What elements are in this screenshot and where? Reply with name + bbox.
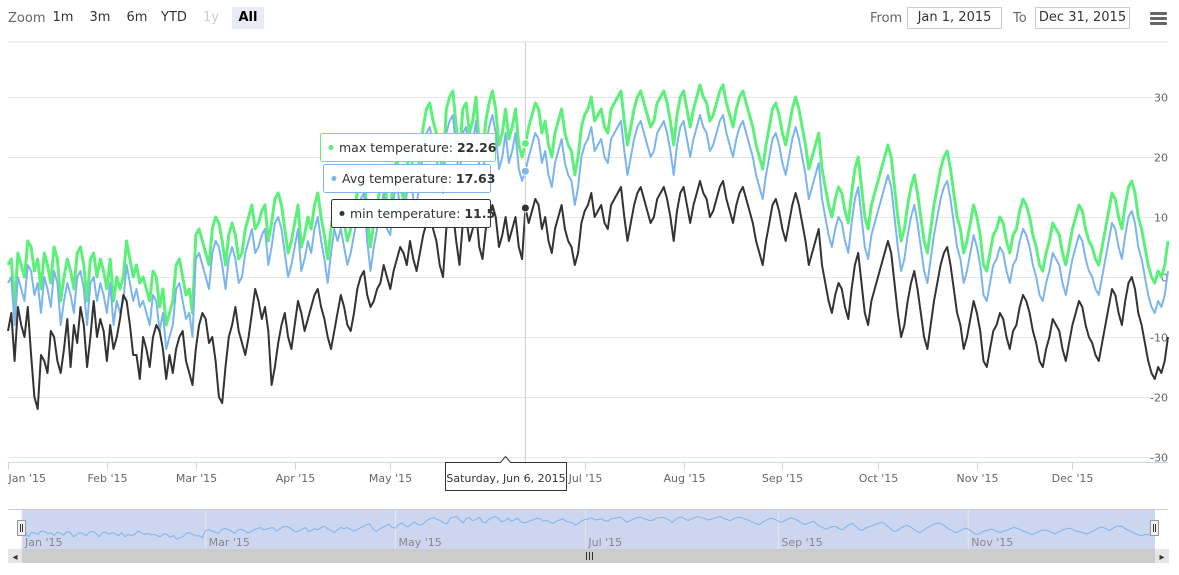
navigator-label: Sep '15 [781, 536, 822, 549]
navigator-handle-left[interactable] [17, 520, 26, 536]
zoom-1y-button[interactable]: 1y [203, 10, 219, 25]
to-label: To [1013, 11, 1027, 26]
y-tick-label: 20 [1154, 152, 1168, 165]
scrollbar-left-arrow-icon: ◂ [12, 552, 17, 563]
svg-text:min temperature: 11.5: min temperature: 11.5 [350, 206, 495, 221]
y-tick-label: -20 [1150, 392, 1168, 405]
navigator-label: Jul '15 [587, 536, 622, 549]
x-tick-label: Feb '15 [88, 472, 128, 485]
tooltip-min: min temperature: 11.5 [331, 199, 495, 228]
from-date-input[interactable]: Jan 1, 2015 [907, 7, 1002, 29]
x-tick-label: Mar '15 [176, 472, 217, 485]
tooltip-min-label: min temperature: [350, 206, 464, 221]
scrollbar[interactable]: ◂ ▸ [8, 549, 1169, 563]
y-tick-label: 30 [1154, 92, 1168, 105]
navigator: Jan '15 Mar '15 May '15 Jul '15 Sep '15 Nov '… [8, 509, 1168, 549]
x-tick-label: May '15 [369, 472, 412, 485]
from-label: From [870, 11, 903, 26]
zoom-6m-button[interactable]: 6m [126, 10, 148, 25]
tooltip-max-value: 22.26 [457, 140, 497, 155]
y-axis-labels: 30 20 10 0 -10 -20 -30 [1150, 92, 1168, 465]
scrollbar-right-button[interactable] [1155, 549, 1169, 563]
zoom-all-button[interactable]: All [232, 7, 264, 29]
scrollbar-grip-icon [586, 552, 593, 560]
navigator-gridlines [21, 510, 969, 549]
navigator-handle-right[interactable] [1150, 520, 1159, 536]
hamburger-icon[interactable] [1150, 12, 1167, 26]
y-tick-label: 0 [1161, 272, 1168, 285]
zoom-label: Zoom [8, 11, 46, 26]
svg-text:max temperature: 22.26: max temperature: 22.26 [339, 140, 497, 155]
series-lines [6, 83, 1170, 410]
x-tick-label: Nov '15 [957, 472, 999, 485]
x-tick-label: Sep '15 [762, 472, 803, 485]
tooltip-max: max temperature: 22.26 [320, 133, 497, 162]
hover-marker-2 [520, 203, 530, 213]
tooltip-date-text: Saturday, Jun 6, 2015 [446, 472, 565, 485]
svg-text:Avg temperature: 17.63: Avg temperature: 17.63 [342, 171, 495, 186]
to-date-input[interactable]: Dec 31, 2015 [1035, 7, 1130, 29]
x-tick-label: Apr '15 [276, 472, 316, 485]
tooltip-date: Saturday, Jun 6, 2015 [445, 455, 567, 491]
navigator-mask[interactable] [22, 509, 1155, 549]
x-tick-label: Dec '15 [1052, 472, 1094, 485]
x-tick-label: Aug '15 [664, 472, 706, 485]
y-tick-label: -10 [1150, 332, 1168, 345]
zoom-ytd-button[interactable]: YTD [161, 10, 187, 25]
zoom-1m-button[interactable]: 1m [52, 10, 74, 25]
series-line-1 [7, 114, 1169, 350]
x-tick-label: Jan '15 [8, 472, 46, 485]
x-tick-label: Oct '15 [859, 472, 899, 485]
navigator-label: Jan '15 [24, 536, 62, 549]
y-gridlines [8, 97, 1168, 458]
hover-marker-1 [520, 166, 530, 176]
hover-marker-0 [520, 138, 530, 148]
tooltip-min-value: 11.5 [464, 206, 495, 221]
hover-markers [520, 138, 530, 213]
navigator-label: May '15 [399, 536, 442, 549]
scrollbar-left-button[interactable] [8, 549, 22, 563]
tooltip-max-label: max temperature: [339, 140, 457, 155]
series-line-0 [6, 83, 1170, 327]
scrollbar-thumb[interactable] [22, 549, 1155, 563]
zoom-3m-button[interactable]: 3m [89, 10, 111, 25]
navigator-series [21, 516, 1156, 540]
y-tick-label: 10 [1154, 212, 1168, 225]
tooltip-avg: Avg temperature: 17.63 [323, 164, 495, 193]
series-line-2 [7, 180, 1169, 410]
navigator-label: Nov '15 [971, 536, 1013, 549]
navigator-labels: Jan '15 Mar '15 May '15 Jul '15 Sep '15 Nov '… [24, 536, 1013, 549]
navigator-label: Mar '15 [209, 536, 250, 549]
tooltip-avg-value: 17.63 [456, 171, 496, 186]
x-tick-label: Jul '15 [568, 472, 603, 485]
tooltip-avg-label: Avg temperature: [342, 171, 456, 186]
y-tick-label: -30 [1150, 452, 1168, 465]
scrollbar-right-arrow-icon: ▸ [1159, 552, 1164, 563]
